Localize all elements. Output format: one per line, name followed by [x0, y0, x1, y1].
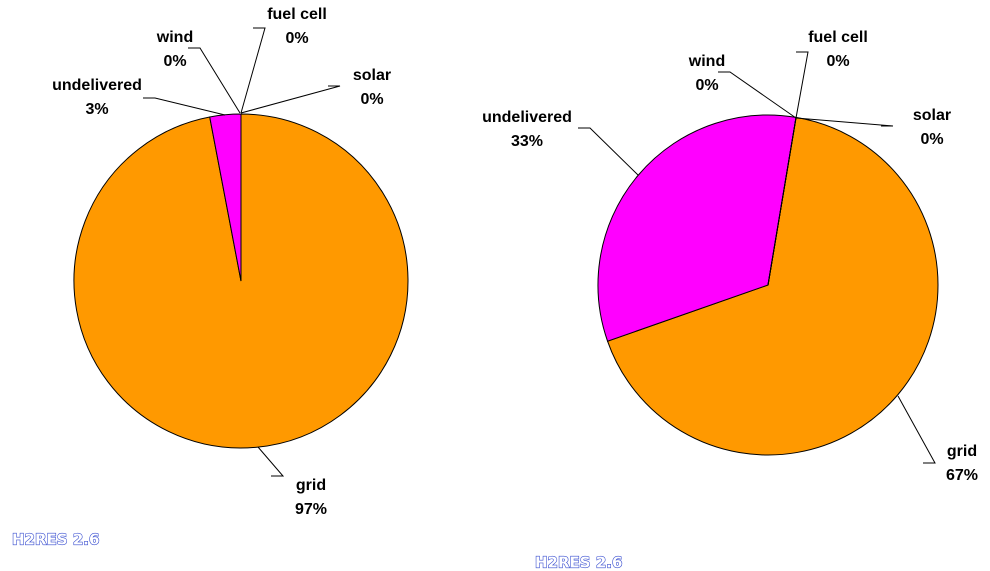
slice-label: grid: [296, 477, 326, 494]
slice-value-label: 3%: [85, 101, 108, 118]
slice-label: undelivered: [482, 109, 572, 126]
pie-slice: [597, 114, 797, 342]
slice-value-label: 67%: [946, 467, 978, 484]
leader-line: [257, 446, 285, 477]
leader-line: [795, 51, 809, 119]
slice-value-label: 0%: [285, 30, 308, 47]
slice-label: wind: [688, 53, 725, 70]
slice-label: fuel cell: [267, 6, 327, 23]
leader-line: [578, 127, 639, 176]
leader-line: [188, 47, 241, 114]
leader-line: [718, 71, 797, 119]
pie-slice: [606, 116, 939, 456]
slice-value-label: 33%: [511, 133, 543, 150]
slice-value-label: 0%: [826, 53, 849, 70]
footer: H2RES 2.6: [535, 554, 622, 571]
leader-line: [897, 395, 936, 464]
leader-line: [795, 117, 894, 127]
slice-value-label: 0%: [360, 91, 383, 108]
slice-label: grid: [947, 443, 977, 460]
slice-label: fuel cell: [808, 29, 868, 46]
slice-label: wind: [156, 29, 193, 46]
leader-line: [143, 97, 226, 116]
slice-label: solar: [913, 107, 951, 124]
slice-value-label: 0%: [920, 131, 943, 148]
slice-value-label: 0%: [695, 77, 718, 94]
leader-line: [240, 27, 266, 114]
slice-value-label: 0%: [163, 53, 186, 70]
slice-label: undelivered: [52, 77, 142, 94]
slice-value-label: 97%: [295, 501, 327, 518]
slice-label: solar: [353, 67, 391, 84]
leader-line: [240, 85, 341, 114]
footer: H2RES 2.6: [12, 531, 99, 549]
